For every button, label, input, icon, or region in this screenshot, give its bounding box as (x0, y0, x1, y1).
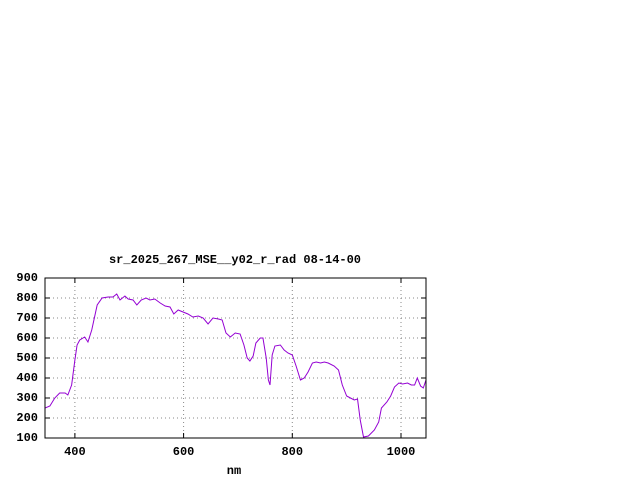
x-tick-label: 1000 (387, 445, 416, 459)
y-tick-label: 200 (16, 411, 38, 425)
chart-title: sr_2025_267_MSE__y02_r_rad 08-14-00 (109, 253, 361, 267)
x-tick-label: 400 (64, 445, 86, 459)
y-tick-label: 800 (16, 291, 38, 305)
plot-frame (44, 277, 427, 439)
data-line (45, 293, 426, 438)
y-tick-label: 700 (16, 311, 38, 325)
x-axis-label: nm (227, 464, 241, 478)
y-tick-label: 500 (16, 351, 38, 365)
y-tick-label: 400 (16, 371, 38, 385)
y-tick-label: 900 (16, 271, 38, 285)
y-tick-label: 100 (16, 431, 38, 445)
x-tick-label: 800 (281, 445, 303, 459)
x-tick-label: 600 (173, 445, 195, 459)
y-tick-label: 300 (16, 391, 38, 405)
plot-area (45, 293, 426, 438)
y-tick-label: 600 (16, 331, 38, 345)
